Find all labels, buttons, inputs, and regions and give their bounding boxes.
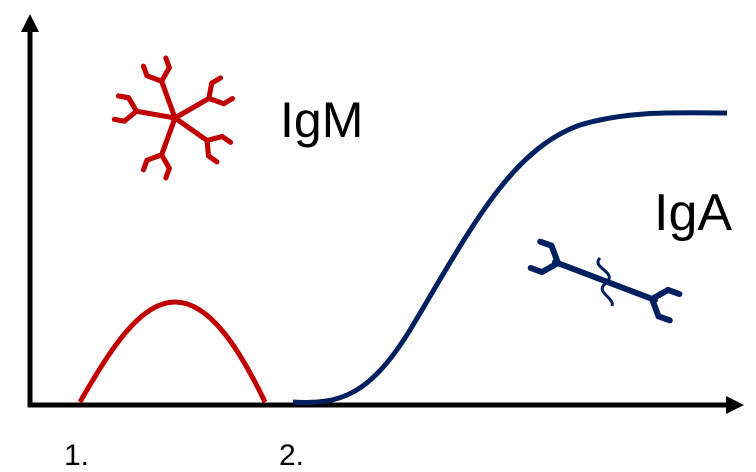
iga-curve xyxy=(293,113,727,403)
igm-icon xyxy=(114,58,232,178)
y-axis-arrow xyxy=(21,14,39,32)
iga-fork xyxy=(531,242,563,277)
page: IgM IgA 1. 2. (() => { const data = JSON… xyxy=(0,0,756,472)
iga-icon xyxy=(531,242,680,321)
igm-label: IgM xyxy=(280,92,363,148)
iga-label: IgA xyxy=(654,184,732,242)
diagram: IgM IgA 1. 2. xyxy=(0,0,756,472)
x-axis-label: 1. xyxy=(64,439,89,472)
iga-fork xyxy=(647,286,679,321)
x-axis-arrow xyxy=(726,396,744,414)
x-axis-label: 2. xyxy=(279,439,304,472)
igm-curve xyxy=(80,302,265,402)
